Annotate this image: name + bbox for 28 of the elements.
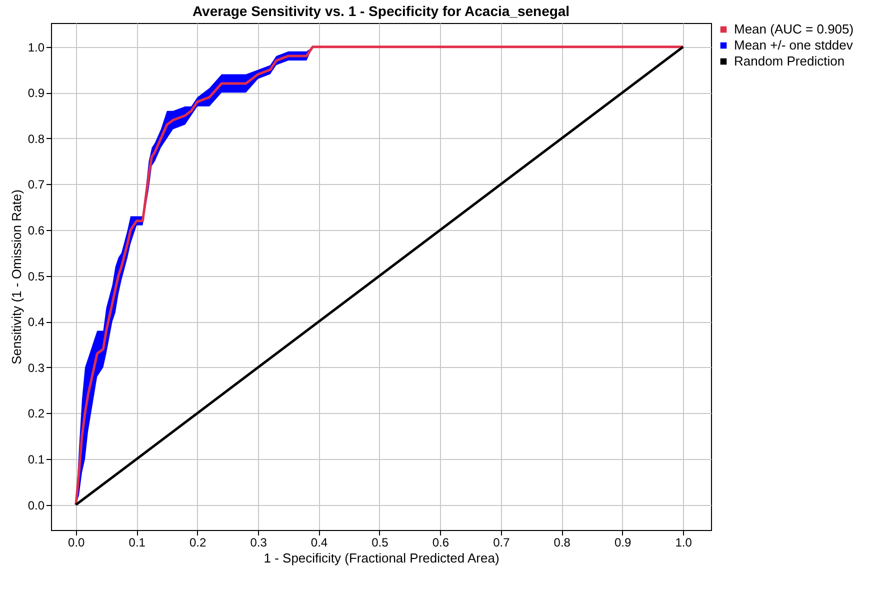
x-tick-label: 0.0 [68, 536, 86, 550]
x-tick-label: 0.3 [250, 536, 268, 550]
x-tick-label: 0.4 [310, 536, 328, 550]
legend-label: Mean (AUC = 0.905) [734, 22, 854, 36]
y-tick-label: 0.6 [28, 224, 45, 238]
y-tick-label: 1.0 [28, 40, 45, 54]
y-tick-label: 0.5 [28, 269, 45, 284]
y-tick-label: 0.2 [28, 406, 45, 421]
y-tick-label: 0.7 [28, 178, 45, 192]
x-tick-label: 1.0 [675, 536, 692, 550]
x-axis-title: 1 - Specificity (Fractional Predicted Area) [264, 550, 500, 566]
x-tick-label: 0.7 [493, 536, 510, 550]
y-tick-label: 0.9 [28, 86, 45, 100]
y-tick-label: 0.8 [28, 132, 45, 146]
chart-title: Average Sensitivity vs. 1 - Specificity for Acacia_senegal [192, 3, 570, 19]
y-tick-label: 0.0 [28, 498, 45, 512]
x-tick-label: 0.6 [432, 536, 450, 550]
legend-label: Mean +/- one stddev [734, 38, 854, 52]
x-tick-label: 0.1 [128, 536, 146, 550]
x-tick-label: 0.8 [554, 536, 571, 550]
x-tick-label: 0.5 [372, 536, 389, 550]
legend-label: Random Prediction [734, 54, 845, 68]
x-tick-label: 0.2 [189, 536, 206, 550]
y-tick-label: 0.4 [28, 315, 45, 330]
y-tick-label: 0.1 [28, 452, 45, 467]
y-axis-title: Sensitivity (1 - Omission Rate) [8, 190, 24, 364]
y-tick-label: 0.3 [28, 360, 45, 375]
x-tick-label: 0.9 [614, 536, 632, 550]
